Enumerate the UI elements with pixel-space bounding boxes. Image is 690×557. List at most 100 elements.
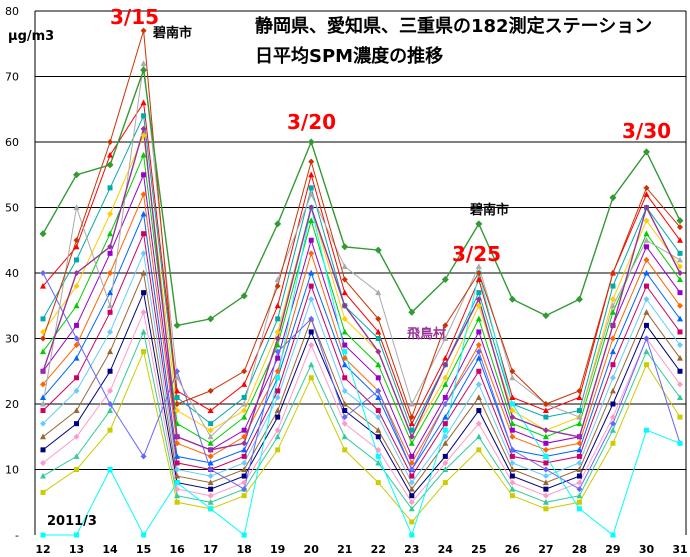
- data-point: [40, 316, 46, 322]
- callout-3-15: 3/15: [110, 5, 159, 29]
- data-point: [542, 312, 550, 320]
- data-point: [609, 270, 616, 276]
- y-tick-label: 80: [5, 5, 19, 18]
- data-point: [141, 349, 147, 355]
- x-tick-label: 23: [404, 543, 419, 556]
- data-point: [643, 283, 649, 289]
- data-point: [543, 414, 549, 420]
- data-point: [576, 420, 583, 427]
- data-point: [107, 348, 114, 355]
- data-point: [475, 420, 482, 427]
- data-point: [140, 151, 147, 158]
- data-point: [643, 184, 650, 191]
- data-point: [442, 459, 449, 466]
- data-point: [509, 446, 516, 453]
- series-line: [42, 153, 681, 445]
- data-point: [140, 328, 147, 335]
- data-point: [73, 387, 80, 394]
- data-point: [308, 375, 314, 381]
- data-point: [40, 532, 46, 538]
- data-point: [509, 414, 516, 421]
- data-point: [442, 440, 449, 446]
- data-point: [73, 302, 80, 309]
- data-point: [342, 408, 348, 414]
- data-point: [409, 519, 415, 525]
- data-point: [509, 493, 515, 499]
- data-point: [74, 375, 80, 381]
- data-point: [542, 401, 549, 407]
- data-point: [207, 440, 214, 446]
- x-tick-label: 19: [270, 543, 285, 556]
- data-point: [643, 322, 649, 328]
- data-point: [409, 427, 415, 433]
- data-point: [274, 433, 281, 440]
- data-point: [40, 328, 46, 335]
- data-point: [173, 321, 181, 329]
- data-point: [40, 335, 46, 342]
- y-tick-label: 20: [5, 398, 19, 411]
- data-point: [141, 231, 147, 237]
- data-point: [610, 362, 616, 368]
- data-point: [308, 315, 315, 322]
- x-tick-label: 26: [505, 543, 521, 556]
- data-point: [408, 433, 415, 440]
- data-point: [207, 387, 214, 394]
- data-point: [107, 467, 113, 472]
- data-point: [576, 446, 583, 453]
- gridlines: [34, 10, 687, 535]
- data-point: [609, 348, 616, 355]
- data-point: [341, 420, 348, 427]
- data-point: [442, 421, 448, 427]
- data-point: [174, 368, 181, 375]
- data-point: [274, 220, 282, 228]
- x-tick-label: 30: [639, 543, 655, 556]
- data-point: [610, 440, 616, 446]
- data-point: [677, 256, 683, 263]
- data-point: [74, 467, 80, 472]
- data-point: [543, 460, 549, 466]
- data-point: [610, 532, 616, 538]
- data-point: [308, 158, 315, 165]
- label-tobishima: 飛鳥村: [406, 326, 446, 342]
- data-point: [543, 453, 549, 459]
- callout-3-20: 3/20: [287, 110, 336, 134]
- data-point: [73, 270, 80, 276]
- data-point: [509, 485, 516, 492]
- data-point: [408, 485, 415, 492]
- data-point: [408, 459, 415, 466]
- x-tick-label: 12: [35, 543, 50, 556]
- data-point: [307, 138, 315, 146]
- data-point: [341, 400, 348, 407]
- data-point: [73, 283, 80, 290]
- data-point: [542, 473, 549, 480]
- data-point: [107, 211, 114, 218]
- data-point: [241, 453, 247, 459]
- data-point: [107, 302, 114, 309]
- data-point: [174, 472, 181, 479]
- data-point: [73, 407, 80, 414]
- data-point: [274, 368, 281, 375]
- data-point: [308, 361, 315, 368]
- data-point: [509, 374, 516, 381]
- data-point: [375, 394, 382, 400]
- series-line: [42, 101, 681, 425]
- data-point: [542, 499, 549, 505]
- data-point: [140, 250, 147, 257]
- data-point: [408, 414, 415, 421]
- data-point: [341, 355, 348, 362]
- data-point: [207, 473, 214, 480]
- data-point: [643, 256, 650, 263]
- data-point: [274, 348, 281, 355]
- data-point: [509, 420, 516, 427]
- data-point: [308, 296, 315, 303]
- data-point: [610, 401, 616, 407]
- data-point: [576, 479, 583, 486]
- data-point: [374, 246, 382, 254]
- x-tick-label: 14: [102, 543, 118, 556]
- data-point: [475, 270, 482, 276]
- data-point: [542, 446, 549, 453]
- data-point: [442, 322, 449, 329]
- data-point: [542, 479, 549, 486]
- data-point: [341, 276, 348, 283]
- data-point: [140, 99, 147, 106]
